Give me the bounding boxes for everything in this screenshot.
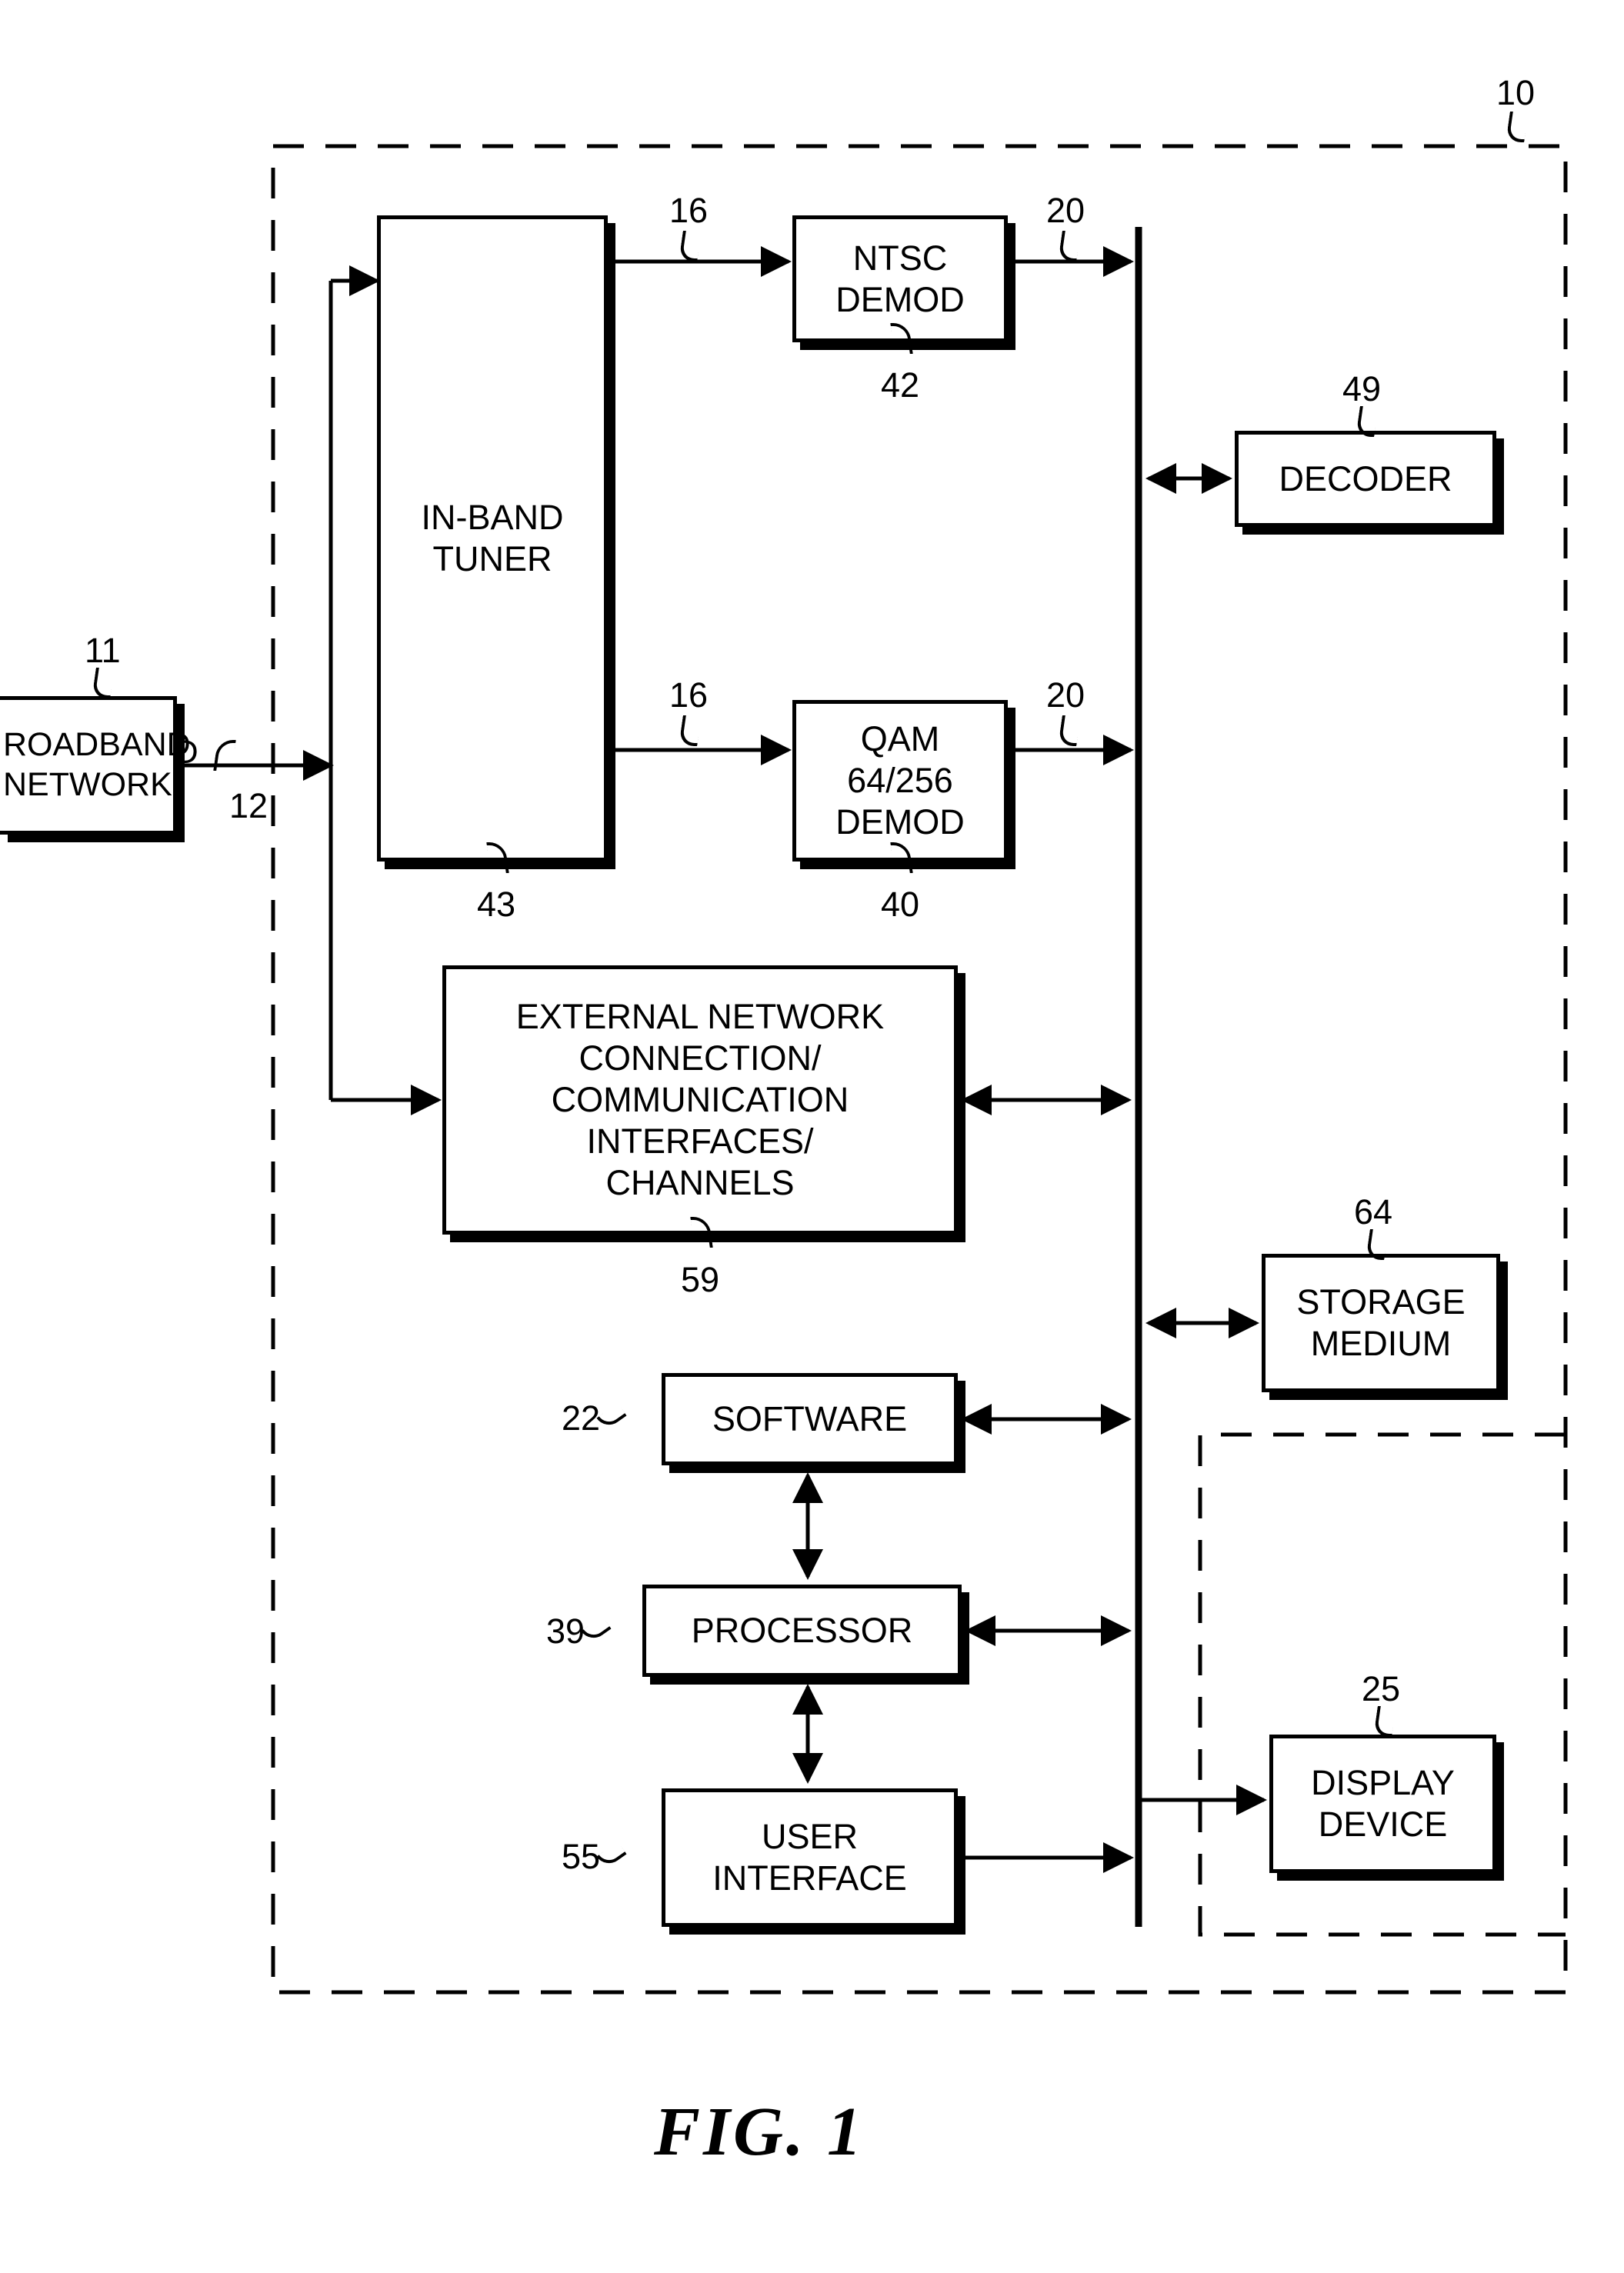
- block-label: IN-BAND TUNER: [421, 497, 563, 580]
- tick-icon: [581, 1616, 611, 1644]
- ref-16a: 16: [669, 191, 708, 231]
- block-label: EXTERNAL NETWORK CONNECTION/ COMMUNICATI…: [516, 996, 884, 1204]
- block-ntsc-demod: NTSC DEMOD: [792, 215, 1008, 342]
- ref-22: 22: [562, 1398, 600, 1438]
- block-display-device: DISPLAY DEVICE: [1269, 1735, 1496, 1873]
- ref-40: 40: [881, 885, 919, 925]
- ref-59: 59: [681, 1260, 719, 1300]
- block-processor: PROCESSOR: [642, 1585, 962, 1677]
- block-label: QAM 64/256 DEMOD: [835, 718, 965, 843]
- block-label: NTSC DEMOD: [835, 238, 965, 321]
- block-ext-network: EXTERNAL NETWORK CONNECTION/ COMMUNICATI…: [442, 965, 958, 1235]
- block-label: SOFTWARE: [712, 1398, 907, 1440]
- ref-43: 43: [477, 885, 515, 925]
- ref-25: 25: [1362, 1669, 1400, 1709]
- tick-icon: [679, 715, 702, 746]
- figure-title: FIG. 1: [654, 2092, 865, 2171]
- block-inband-tuner: IN-BAND TUNER: [377, 215, 608, 862]
- ref-55: 55: [562, 1837, 600, 1877]
- ref-12: 12: [229, 786, 268, 826]
- tick-icon: [1506, 112, 1529, 142]
- tick-icon: [1373, 1706, 1396, 1737]
- tick-icon: [596, 1841, 626, 1869]
- block-broadband-network: ROADBAND NETWORK: [0, 696, 177, 835]
- ref-broadband: 11: [85, 631, 121, 671]
- ref-39: 39: [546, 1611, 585, 1651]
- tick-icon: [679, 231, 702, 262]
- tick-icon: [596, 1403, 626, 1431]
- block-label: STORAGE MEDIUM: [1296, 1281, 1465, 1365]
- block-decoder: DECODER: [1235, 431, 1496, 527]
- ref-49: 49: [1342, 369, 1381, 409]
- ref-16b: 16: [669, 675, 708, 715]
- ref-20b: 20: [1046, 675, 1085, 715]
- block-label: DISPLAY DEVICE: [1311, 1762, 1455, 1845]
- block-label: USER INTERFACE: [712, 1816, 907, 1899]
- block-user-interface: USER INTERFACE: [662, 1788, 958, 1927]
- block-label: DECODER: [1279, 458, 1452, 500]
- ref-container: 10: [1496, 73, 1535, 113]
- ref-64: 64: [1354, 1192, 1392, 1232]
- ref-20a: 20: [1046, 191, 1085, 231]
- block-label: ROADBAND NETWORK: [3, 725, 191, 805]
- ref-42: 42: [881, 365, 919, 405]
- tick-icon: [1058, 231, 1081, 262]
- block-storage-medium: STORAGE MEDIUM: [1262, 1254, 1500, 1392]
- tick-icon: [213, 740, 236, 771]
- tick-icon: [1058, 715, 1081, 746]
- tick-icon: [92, 668, 115, 698]
- block-software: SOFTWARE: [662, 1373, 958, 1465]
- block-label: PROCESSOR: [692, 1610, 913, 1651]
- block-qam-demod: QAM 64/256 DEMOD: [792, 700, 1008, 862]
